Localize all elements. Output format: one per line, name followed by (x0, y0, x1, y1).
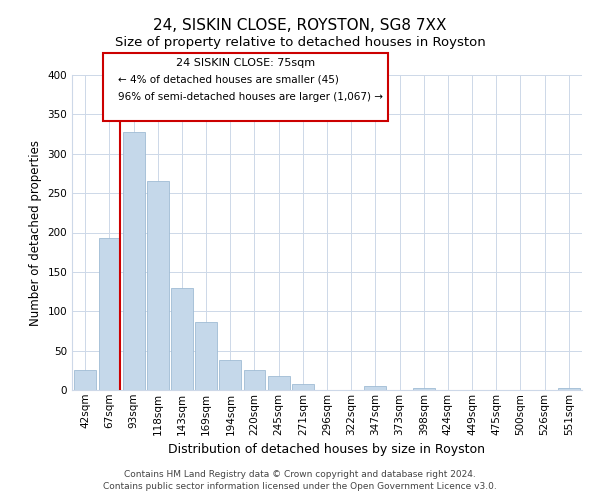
Bar (195, 322, 217, 390)
Text: Size of property relative to detached houses in Royston: Size of property relative to detached ho… (115, 36, 485, 49)
Bar (147, 180, 169, 390)
X-axis label: Distribution of detached houses by size in Royston: Distribution of detached houses by size … (169, 443, 485, 456)
Text: 96% of semi-detached houses are larger (1,067) →: 96% of semi-detached houses are larger (… (118, 92, 383, 102)
Bar (413, 388, 434, 390)
Bar (364, 386, 386, 390)
Bar (171, 288, 193, 390)
Bar (558, 388, 580, 390)
Bar (123, 132, 145, 390)
Bar (98, 238, 121, 390)
Bar (220, 360, 241, 390)
Text: 24, SISKIN CLOSE, ROYSTON, SG8 7XX: 24, SISKIN CLOSE, ROYSTON, SG8 7XX (153, 18, 447, 32)
Bar (74, 370, 96, 390)
Text: 24 SISKIN CLOSE: 75sqm: 24 SISKIN CLOSE: 75sqm (176, 58, 315, 68)
Text: Contains public sector information licensed under the Open Government Licence v3: Contains public sector information licen… (103, 482, 497, 491)
Bar (268, 376, 290, 390)
FancyBboxPatch shape (103, 53, 388, 120)
Bar (244, 370, 265, 390)
Bar (292, 384, 314, 390)
Text: Contains HM Land Registry data © Crown copyright and database right 2024.: Contains HM Land Registry data © Crown c… (124, 470, 476, 479)
Y-axis label: Number of detached properties: Number of detached properties (29, 140, 42, 326)
Text: ← 4% of detached houses are smaller (45): ← 4% of detached houses are smaller (45) (118, 75, 339, 85)
